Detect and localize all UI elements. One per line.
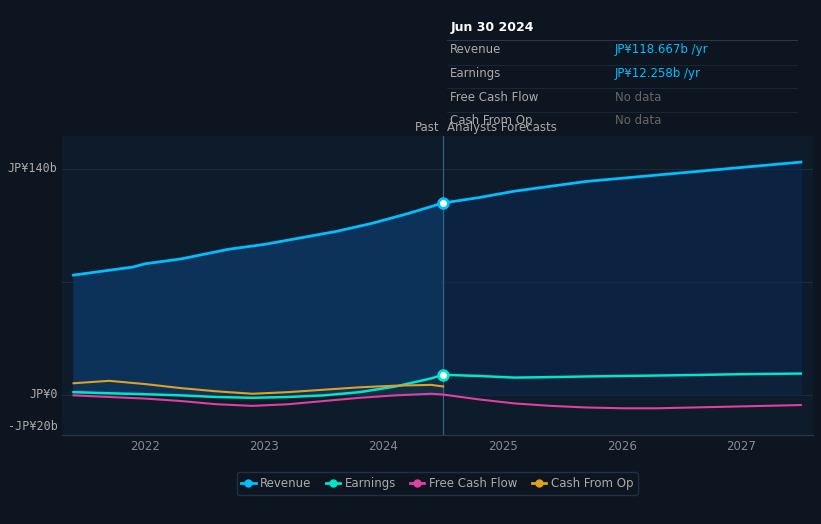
Text: Revenue: Revenue (450, 43, 502, 57)
Text: Cash From Op: Cash From Op (450, 114, 533, 127)
Text: Free Cash Flow: Free Cash Flow (450, 91, 539, 104)
Legend: Revenue, Earnings, Free Cash Flow, Cash From Op: Revenue, Earnings, Free Cash Flow, Cash … (236, 472, 638, 495)
Text: JP¥118.667b /yr: JP¥118.667b /yr (615, 43, 709, 57)
Text: Analysts Forecasts: Analysts Forecasts (447, 121, 557, 134)
Text: Jun 30 2024: Jun 30 2024 (450, 21, 534, 34)
Text: -JP¥20b: -JP¥20b (7, 420, 57, 433)
Text: JP¥0: JP¥0 (29, 388, 57, 401)
Text: Past: Past (415, 121, 439, 134)
Text: Earnings: Earnings (450, 67, 502, 80)
Text: JP¥12.258b /yr: JP¥12.258b /yr (615, 67, 700, 80)
Text: No data: No data (615, 91, 661, 104)
Text: No data: No data (615, 114, 661, 127)
Text: JP¥140b: JP¥140b (7, 162, 57, 175)
